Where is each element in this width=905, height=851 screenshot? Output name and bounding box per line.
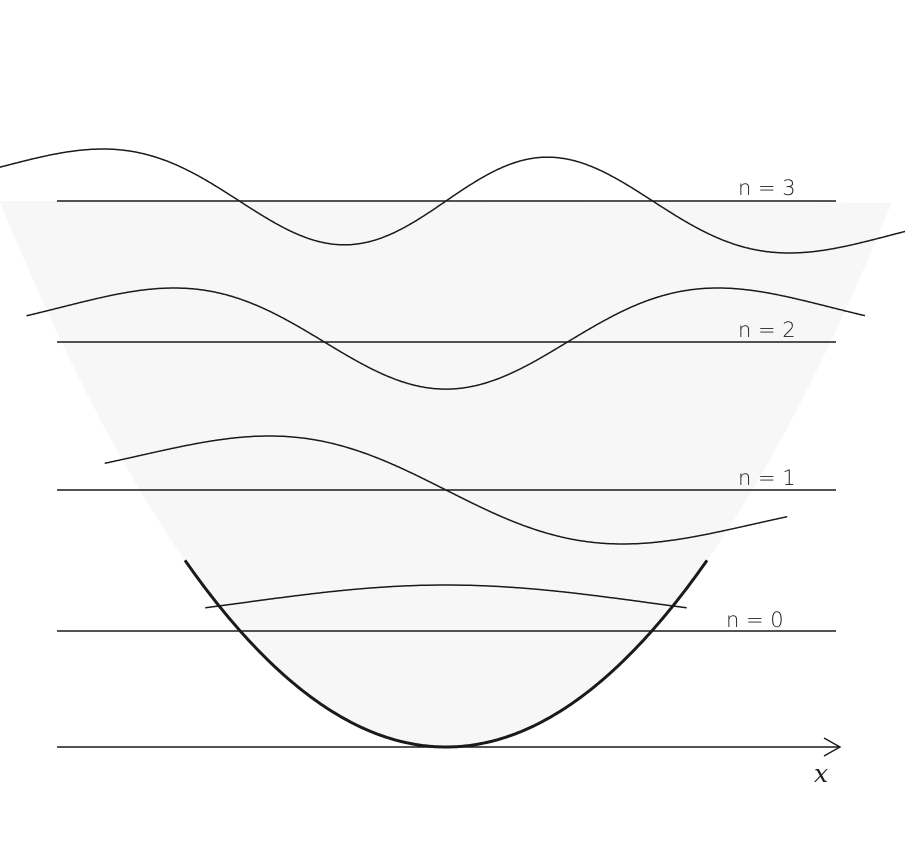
wavefunction-n0 bbox=[205, 584, 687, 609]
x-axis-arrowhead bbox=[823, 737, 842, 757]
level-label-n1: n = 1 bbox=[738, 466, 796, 490]
level-label-n0: n = 0 bbox=[726, 608, 784, 632]
level-label-n2: n = 2 bbox=[738, 318, 796, 342]
level-labels: n = 3 n = 2 n = 1 n = 0 bbox=[726, 176, 796, 632]
wavefunction-n1 bbox=[104, 435, 788, 545]
wavefunctions bbox=[0, 148, 905, 609]
wavefunction-n2 bbox=[26, 287, 866, 390]
x-axis-label: x bbox=[814, 759, 828, 788]
level-label-n3: n = 3 bbox=[738, 176, 796, 200]
wavefunction-n3 bbox=[0, 148, 905, 254]
